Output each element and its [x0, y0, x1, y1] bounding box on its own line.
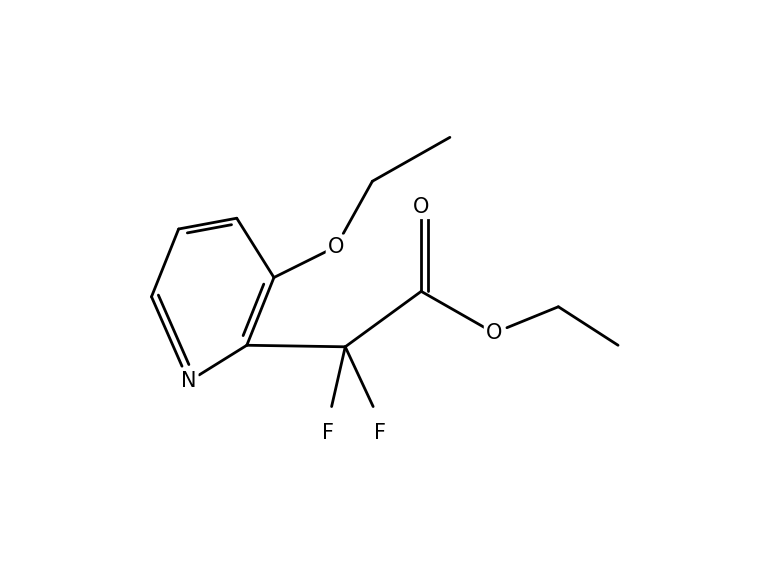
Text: N: N — [181, 371, 197, 392]
Text: O: O — [413, 197, 429, 217]
Text: F: F — [322, 423, 335, 443]
Text: O: O — [486, 323, 503, 343]
Text: F: F — [374, 423, 386, 443]
Text: O: O — [328, 237, 344, 257]
